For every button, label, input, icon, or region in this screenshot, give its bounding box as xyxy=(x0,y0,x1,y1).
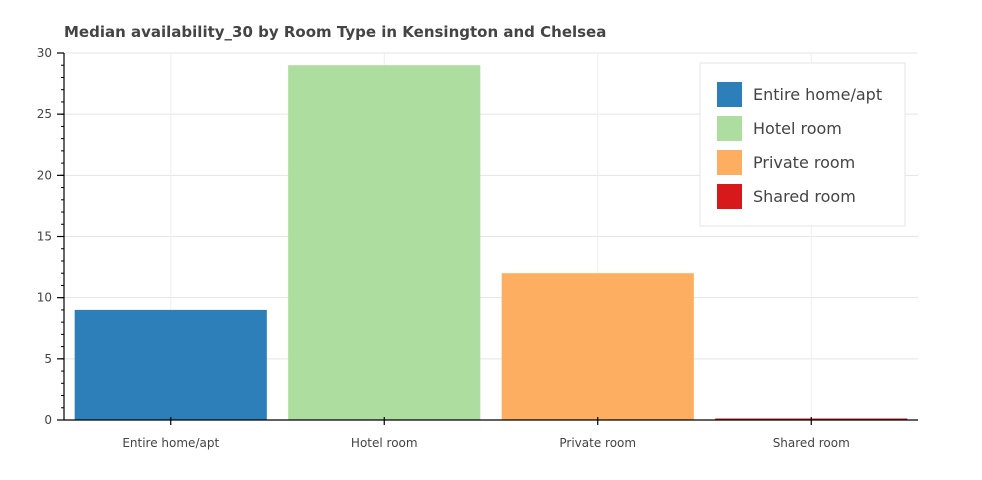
y-tick-label: 25 xyxy=(37,107,52,121)
x-tick-label: Shared room xyxy=(773,436,850,450)
legend-swatch xyxy=(717,150,742,175)
x-tick-label: Entire home/apt xyxy=(122,436,219,450)
x-tick-label: Hotel room xyxy=(351,436,418,450)
legend-label: Shared room xyxy=(753,187,856,206)
legend-swatch xyxy=(717,184,742,209)
legend-label: Private room xyxy=(753,153,855,172)
legend-swatch xyxy=(717,116,742,141)
legend: Entire home/apt Hotel room Private room Sha… xyxy=(699,62,906,227)
x-tick-label: Private room xyxy=(559,436,636,450)
chart-title: Median availability_30 by Room Type in K… xyxy=(64,23,606,41)
bar-0 xyxy=(74,309,267,420)
legend-label: Entire home/apt xyxy=(753,85,882,104)
y-tick-label: 0 xyxy=(44,413,52,427)
legend-swatch xyxy=(717,82,742,107)
bar-1 xyxy=(288,65,481,420)
y-tick-label: 15 xyxy=(37,230,52,244)
y-tick-label: 20 xyxy=(37,168,52,182)
axes: 0 5 10 15 20 25 30 Entire home/apt Hotel room Pri… xyxy=(37,46,918,450)
y-tick-label: 5 xyxy=(44,352,52,366)
legend-label: Hotel room xyxy=(753,119,842,138)
y-tick-label: 10 xyxy=(37,291,52,305)
y-tick-label: 30 xyxy=(37,46,52,60)
bars xyxy=(74,65,908,420)
bar-2 xyxy=(501,273,694,420)
